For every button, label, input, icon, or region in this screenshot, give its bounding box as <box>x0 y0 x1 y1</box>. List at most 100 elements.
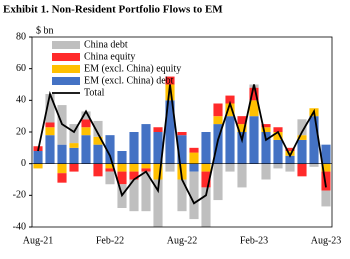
y-tick-label: 20 <box>16 126 26 137</box>
bar-segment <box>45 122 55 128</box>
bar-segment <box>153 179 163 227</box>
bar-segment <box>57 173 67 183</box>
bar-segment <box>297 119 307 136</box>
bar-segment <box>33 163 43 169</box>
total-line <box>37 84 327 205</box>
bar-segment <box>177 179 187 212</box>
x-tick-label: Feb-22 <box>96 235 124 246</box>
legend-label: China equity <box>84 51 135 62</box>
bar-segment <box>213 116 223 125</box>
bar-segment <box>105 171 115 185</box>
bar-segment <box>225 95 235 104</box>
bar-segment <box>237 132 247 164</box>
bar-segment <box>189 171 199 220</box>
y-tick-label: 40 <box>16 95 26 106</box>
bar-segment <box>309 116 319 164</box>
legend-swatch <box>52 65 80 73</box>
bar-segment <box>261 163 271 180</box>
bar-segment <box>45 94 55 123</box>
legend-label: China debt <box>84 39 128 50</box>
bar-segment <box>165 76 175 85</box>
bar-segment <box>117 151 127 164</box>
bar-segment <box>189 152 199 164</box>
bar-segment <box>141 168 151 172</box>
bar-segment <box>273 127 283 132</box>
bar-segment <box>285 147 295 151</box>
bar-segment <box>189 163 199 172</box>
bar-segment <box>57 163 67 174</box>
bar-segment <box>81 135 91 164</box>
bar-segment <box>129 132 139 164</box>
legend-label: EM (excl. China) equity <box>84 63 181 74</box>
bar-segment <box>321 171 331 191</box>
bar-segment <box>273 163 283 169</box>
bar-segment <box>81 119 91 128</box>
bar-segment <box>141 171 151 212</box>
bar-segment <box>213 103 223 117</box>
bar-segment <box>225 163 235 172</box>
bar-segment <box>105 163 115 169</box>
bar-segment <box>57 144 67 164</box>
bar-segment <box>69 124 79 144</box>
bar-segment <box>141 124 151 164</box>
y-tick-label: -20 <box>13 190 26 201</box>
bar-segment <box>297 139 307 164</box>
y-tick-label: 0 <box>21 158 26 169</box>
bar-segment <box>45 135 55 164</box>
bar-segment <box>201 163 211 172</box>
bar-segment <box>273 132 283 140</box>
bar-segment <box>249 87 259 101</box>
bar-segment <box>297 135 307 140</box>
bar-segment <box>285 163 295 172</box>
bar-segment <box>129 163 139 172</box>
bar-segment <box>321 190 331 207</box>
bar-segment <box>45 127 55 136</box>
x-tick-label: Aug-22 <box>167 235 198 246</box>
bar-segment <box>105 135 115 164</box>
bar-segment <box>213 163 223 201</box>
bar-segment <box>93 163 103 177</box>
bar-segment <box>141 163 151 169</box>
bar-segment <box>81 127 91 136</box>
bar-segment <box>297 163 307 177</box>
legend-label: Total <box>84 87 105 98</box>
chart-title: Exhibit 1. Non-Resident Portfolio Flows … <box>3 4 223 16</box>
bar-segment <box>177 163 187 180</box>
legend-swatch <box>52 53 80 61</box>
bar-segment <box>165 163 175 172</box>
bar-segment <box>153 163 163 180</box>
bar-segment <box>93 136 103 145</box>
x-tick-label: Aug-21 <box>23 235 54 246</box>
legend-swatch <box>52 77 80 85</box>
bar-segment <box>225 116 235 164</box>
plot-frame <box>31 36 333 228</box>
bar-segment <box>33 151 43 164</box>
bar-segment <box>129 171 139 180</box>
bar-segment <box>177 135 187 164</box>
bar-segment <box>249 116 259 164</box>
y-tick-label: 60 <box>16 63 26 74</box>
bar-segment <box>81 111 91 120</box>
bar-segment <box>321 163 331 172</box>
bar-segment <box>69 147 79 164</box>
bar-segment <box>117 163 127 172</box>
x-tick-label: Aug-23 <box>311 235 342 246</box>
bar-segment <box>285 155 295 164</box>
bar-segment <box>273 139 283 164</box>
bar-segment <box>261 132 271 164</box>
bar-segment <box>261 124 271 128</box>
bar-segment <box>237 124 247 132</box>
bar-segment <box>201 187 211 227</box>
bar-segment <box>249 100 259 117</box>
bar-segment <box>105 168 115 172</box>
bar-segment <box>117 171 127 185</box>
bar-segment <box>153 127 163 132</box>
bar-segment <box>177 132 187 136</box>
bar-segment <box>69 143 79 148</box>
x-tick-label: Feb-23 <box>240 235 268 246</box>
bar-segment <box>225 103 235 117</box>
bar-segment <box>153 132 163 164</box>
bar-segment <box>309 163 319 167</box>
bar-segment <box>261 127 271 132</box>
